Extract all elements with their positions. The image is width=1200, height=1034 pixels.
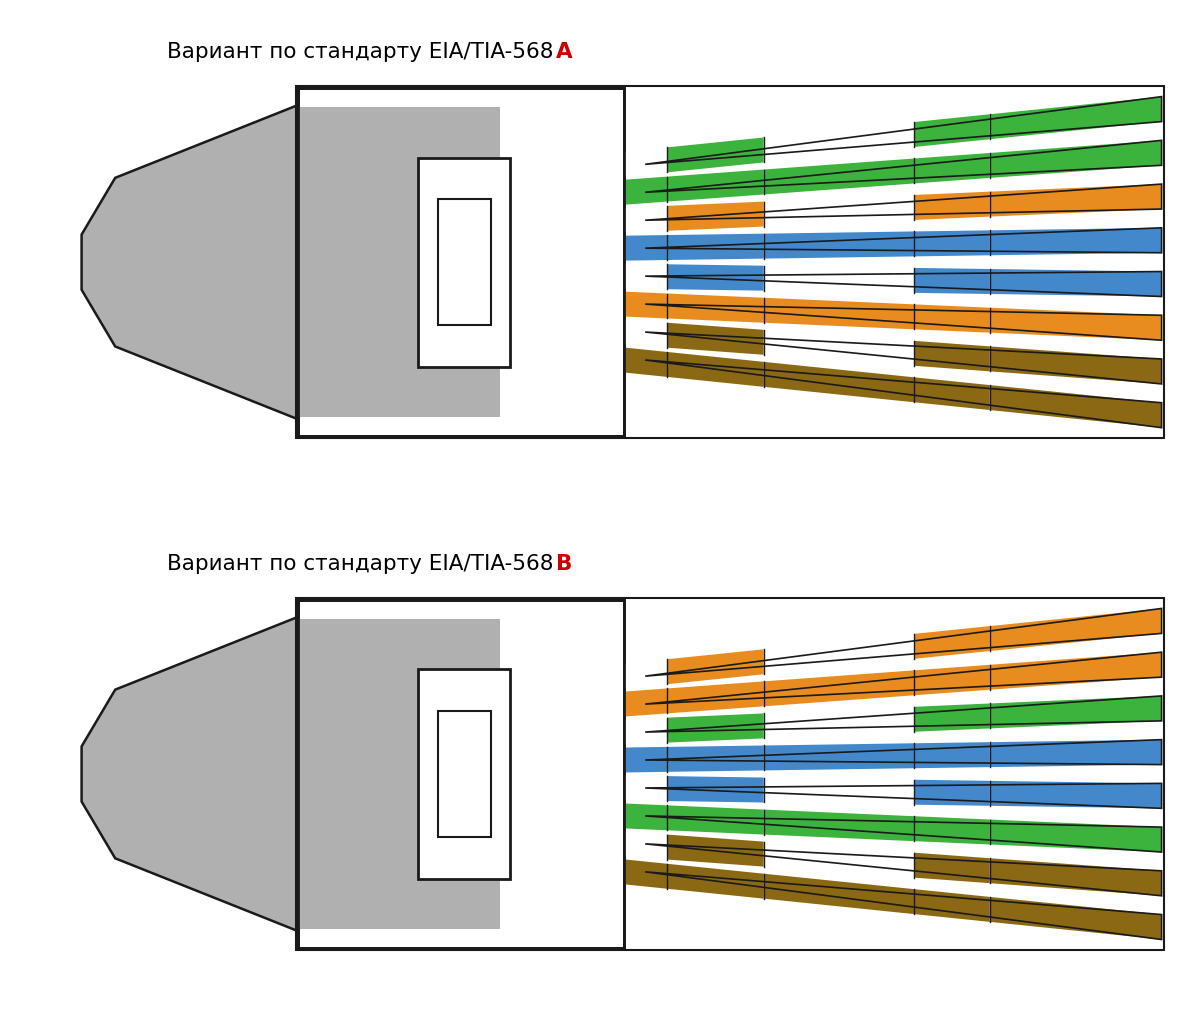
Polygon shape bbox=[667, 170, 763, 202]
Polygon shape bbox=[914, 627, 990, 659]
Polygon shape bbox=[667, 202, 763, 231]
Polygon shape bbox=[990, 858, 1162, 895]
Polygon shape bbox=[667, 863, 763, 899]
Polygon shape bbox=[763, 122, 914, 162]
Text: A: A bbox=[556, 42, 572, 62]
Polygon shape bbox=[763, 266, 914, 293]
Polygon shape bbox=[624, 292, 667, 318]
Polygon shape bbox=[763, 842, 914, 878]
Polygon shape bbox=[763, 778, 914, 804]
Polygon shape bbox=[763, 874, 914, 914]
Polygon shape bbox=[914, 853, 990, 883]
Polygon shape bbox=[990, 227, 1162, 255]
Polygon shape bbox=[624, 776, 667, 801]
Bar bbox=[298, 600, 624, 948]
Bar bbox=[295, 86, 1164, 438]
Polygon shape bbox=[763, 670, 914, 706]
Polygon shape bbox=[624, 347, 667, 377]
Polygon shape bbox=[914, 115, 990, 147]
Polygon shape bbox=[990, 652, 1162, 690]
Polygon shape bbox=[667, 323, 763, 355]
Polygon shape bbox=[990, 608, 1162, 651]
Polygon shape bbox=[667, 681, 763, 713]
Polygon shape bbox=[914, 377, 990, 410]
Bar bbox=[438, 711, 491, 837]
Polygon shape bbox=[914, 703, 990, 732]
Polygon shape bbox=[624, 747, 667, 772]
Polygon shape bbox=[914, 268, 990, 294]
Bar bbox=[298, 600, 624, 948]
Polygon shape bbox=[624, 320, 667, 347]
Polygon shape bbox=[667, 713, 763, 742]
Polygon shape bbox=[624, 831, 667, 859]
Polygon shape bbox=[667, 138, 763, 173]
Bar bbox=[298, 108, 500, 417]
Text: Вариант по стандарту EIA/TIA-568: Вариант по стандарту EIA/TIA-568 bbox=[168, 554, 554, 574]
Polygon shape bbox=[990, 696, 1162, 728]
Polygon shape bbox=[667, 265, 763, 291]
Polygon shape bbox=[914, 153, 990, 183]
Polygon shape bbox=[667, 805, 763, 834]
Polygon shape bbox=[914, 665, 990, 695]
Polygon shape bbox=[624, 235, 667, 261]
Bar bbox=[295, 598, 1164, 950]
Text: Вариант по стандарту EIA/TIA-568: Вариант по стандарту EIA/TIA-568 bbox=[168, 42, 554, 62]
Bar bbox=[298, 88, 624, 436]
Polygon shape bbox=[624, 264, 667, 290]
Polygon shape bbox=[990, 269, 1162, 297]
Polygon shape bbox=[763, 158, 914, 194]
Text: B: B bbox=[556, 554, 572, 574]
Polygon shape bbox=[624, 660, 667, 689]
Polygon shape bbox=[624, 148, 667, 177]
Polygon shape bbox=[667, 234, 763, 260]
Polygon shape bbox=[763, 298, 914, 330]
Polygon shape bbox=[763, 232, 914, 258]
Polygon shape bbox=[763, 810, 914, 842]
Polygon shape bbox=[990, 184, 1162, 216]
Polygon shape bbox=[990, 141, 1162, 178]
Polygon shape bbox=[82, 105, 298, 419]
Polygon shape bbox=[914, 231, 990, 256]
Polygon shape bbox=[624, 177, 667, 205]
Bar bbox=[419, 669, 510, 879]
Polygon shape bbox=[763, 195, 914, 226]
Polygon shape bbox=[763, 362, 914, 402]
Polygon shape bbox=[624, 718, 667, 744]
Polygon shape bbox=[914, 304, 990, 333]
Bar bbox=[298, 619, 500, 929]
Polygon shape bbox=[667, 352, 763, 387]
Polygon shape bbox=[667, 294, 763, 323]
Bar bbox=[438, 200, 491, 325]
Polygon shape bbox=[763, 634, 914, 674]
Polygon shape bbox=[667, 834, 763, 866]
Polygon shape bbox=[990, 781, 1162, 809]
Polygon shape bbox=[990, 896, 1162, 940]
Polygon shape bbox=[82, 617, 298, 931]
Polygon shape bbox=[914, 341, 990, 371]
Polygon shape bbox=[990, 739, 1162, 767]
Polygon shape bbox=[914, 889, 990, 922]
Bar bbox=[298, 88, 624, 436]
Polygon shape bbox=[914, 742, 990, 768]
Polygon shape bbox=[990, 385, 1162, 428]
Polygon shape bbox=[914, 816, 990, 845]
Polygon shape bbox=[667, 746, 763, 771]
Polygon shape bbox=[763, 330, 914, 366]
Polygon shape bbox=[667, 777, 763, 802]
Polygon shape bbox=[990, 308, 1162, 340]
Polygon shape bbox=[667, 649, 763, 685]
Polygon shape bbox=[624, 803, 667, 830]
Polygon shape bbox=[990, 820, 1162, 852]
Polygon shape bbox=[624, 689, 667, 717]
Polygon shape bbox=[624, 859, 667, 889]
Bar bbox=[419, 157, 510, 367]
Polygon shape bbox=[914, 780, 990, 805]
Polygon shape bbox=[763, 707, 914, 738]
Polygon shape bbox=[763, 743, 914, 770]
Polygon shape bbox=[990, 346, 1162, 384]
Polygon shape bbox=[624, 206, 667, 233]
Polygon shape bbox=[990, 96, 1162, 140]
Polygon shape bbox=[914, 191, 990, 220]
